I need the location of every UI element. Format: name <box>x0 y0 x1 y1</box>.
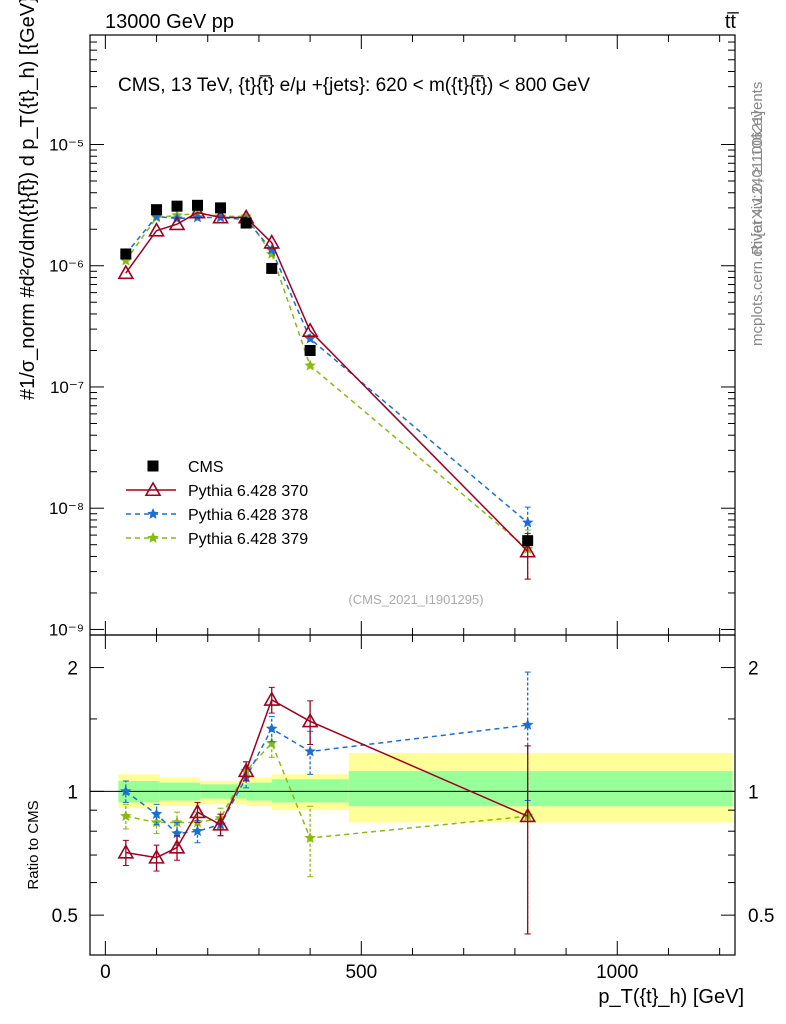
y-tick-label: 10⁻⁶ <box>49 257 84 276</box>
ratio-y-tick-label-right: 1 <box>748 782 759 803</box>
data-point <box>212 816 229 831</box>
data-point <box>519 807 537 823</box>
legend-item: Pythia 6.428 378 <box>126 507 308 524</box>
data-point <box>120 248 132 260</box>
data-point <box>304 344 316 356</box>
data-point <box>266 243 278 255</box>
x-tick-label: 0 <box>100 962 111 983</box>
series-pythia-6-428-370 <box>117 203 537 580</box>
data-point <box>191 211 204 223</box>
x-axis-label: p_T({t}_h) [GeV] <box>598 986 744 1008</box>
series-line <box>125 215 529 524</box>
data-point <box>120 785 132 797</box>
data-point <box>266 722 278 734</box>
data-point <box>151 204 163 216</box>
data-point <box>168 838 186 854</box>
data-point <box>148 221 165 237</box>
data-point <box>215 202 227 214</box>
data-point <box>171 200 183 212</box>
data-point <box>189 203 206 219</box>
data-point <box>301 712 319 728</box>
data-point <box>240 217 252 229</box>
y-tick-label: 10⁻⁷ <box>50 378 84 397</box>
data-point <box>522 516 534 528</box>
series-pythia-6-428-370 <box>117 686 537 935</box>
ratio-y-tick-label: 1 <box>67 782 78 803</box>
data-point <box>168 215 186 231</box>
data-point <box>301 322 319 337</box>
y-tick-label: 10⁻⁸ <box>49 499 84 518</box>
data-point <box>522 719 534 730</box>
legend-label: CMS <box>188 459 224 476</box>
watermark: (CMS_2021_I1901295) <box>348 592 483 607</box>
x-tick-label: 1000 <box>596 962 638 983</box>
data-point <box>266 737 278 748</box>
series-pythia-6-428-379 <box>120 207 534 580</box>
ratio-y-tick-label: 2 <box>67 659 78 680</box>
data-point <box>144 481 162 497</box>
series-line <box>125 211 529 552</box>
data-point <box>212 208 229 224</box>
data-point <box>189 803 206 819</box>
data-point <box>192 199 203 211</box>
legend-item: Pythia 6.428 379 <box>126 531 308 548</box>
data-point <box>191 825 204 837</box>
header-left: 13000 GeV pp <box>105 11 234 33</box>
series-line <box>125 741 528 839</box>
data-point <box>147 460 159 472</box>
data-point <box>120 254 132 266</box>
main-panel: 10⁻⁹ 10⁻⁸ 10⁻⁷ 10⁻⁶ 10⁻⁵ CMS, 13 TeV, {t}{t̅… <box>49 34 736 639</box>
data-point <box>519 542 537 558</box>
data-point <box>263 234 281 249</box>
data-point <box>117 264 135 280</box>
x-tick-label: 500 <box>345 962 377 983</box>
data-point <box>150 210 163 222</box>
ratio-y-axis-label: Ratio to CMS <box>25 800 42 889</box>
y-tick-label: 10⁻⁹ <box>49 620 84 639</box>
uncertainty-band-inner <box>348 771 733 807</box>
data-point <box>304 832 316 843</box>
data-point <box>304 332 316 344</box>
main-y-axis-label: #1/σ_norm #d²σ/dm({t}{t̅}) d p_T({t}_h) … <box>17 0 39 400</box>
ratio-y-tick-label: 0.5 <box>52 906 78 927</box>
chart-title: CMS, 13 TeV, {t}{t̅} e/μ +{jets}: 620 < … <box>118 75 590 96</box>
data-point <box>522 535 534 547</box>
data-point <box>147 508 159 519</box>
data-point <box>120 810 132 822</box>
data-point <box>150 808 163 819</box>
data-point <box>304 745 316 757</box>
data-point <box>147 532 159 543</box>
series-cms <box>120 199 534 547</box>
main-frame-box <box>89 34 736 636</box>
side-label-top: Rivet 4.1.0, ≥ 100k events <box>749 82 766 255</box>
legend-label: Pythia 6.428 378 <box>188 507 308 524</box>
header-right: tt̅ <box>725 11 739 33</box>
data-point <box>237 762 255 778</box>
side-label-bottom: mcplots.cern.ch [arXiv:2401.10621] <box>749 111 766 346</box>
data-point <box>304 359 316 371</box>
ratio-panel: 0.5 0.5 1 1 2 2 0 500 1000 <box>52 634 774 983</box>
series-line <box>125 212 529 550</box>
data-point <box>266 262 278 274</box>
data-point <box>148 849 165 864</box>
data-point <box>171 816 183 828</box>
uncertainty-band-inner <box>271 779 349 803</box>
legend-item: CMS <box>147 459 224 476</box>
ratio-y-tick-label-right: 2 <box>748 659 759 680</box>
ratio-y-tick-label-right: 0.5 <box>748 906 774 927</box>
data-point <box>117 843 135 859</box>
legend: CMS Pythia 6.428 370 Pythia 6.428 378 Pythi… <box>126 459 308 548</box>
legend-item: Pythia 6.428 370 <box>126 481 308 500</box>
legend-label: Pythia 6.428 370 <box>188 483 308 500</box>
y-tick-label: 10⁻⁵ <box>49 135 84 154</box>
data-point <box>263 691 281 706</box>
legend-label: Pythia 6.428 379 <box>188 531 308 548</box>
